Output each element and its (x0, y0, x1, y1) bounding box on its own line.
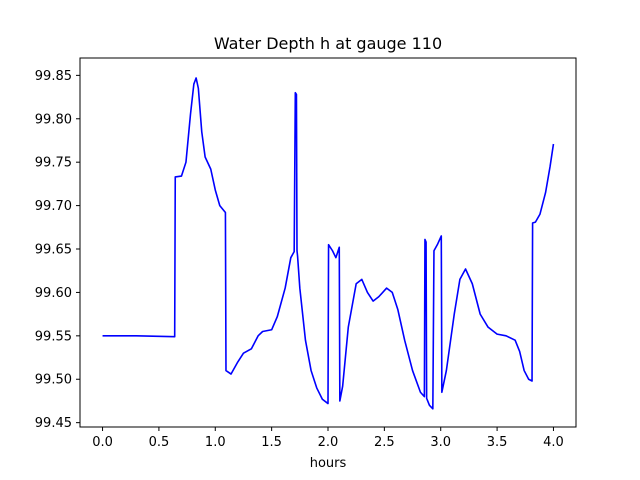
chart-title: Water Depth h at gauge 110 (214, 34, 442, 53)
x-axis-label: hours (310, 456, 347, 471)
x-tick-label: 3.5 (487, 435, 508, 450)
y-tick-label: 99.60 (35, 286, 72, 301)
y-tick-label: 99.45 (35, 416, 72, 431)
x-tick-label: 2.5 (374, 435, 395, 450)
x-tick-label: 2.0 (318, 435, 339, 450)
x-axis: 0.0 0.5 1.0 1.5 2.0 2.5 3.0 3.5 4.0 (92, 427, 564, 450)
y-axis: 99.45 99.50 99.55 99.60 99.65 99.70 99.75 99.80… (35, 69, 80, 431)
x-tick-label: 3.0 (430, 435, 451, 450)
x-tick-label: 1.5 (261, 435, 282, 450)
y-tick-label: 99.75 (35, 156, 72, 171)
x-tick-label: 0.0 (92, 435, 113, 450)
x-tick-label: 0.5 (149, 435, 170, 450)
y-tick-label: 99.50 (35, 373, 72, 388)
y-tick-label: 99.85 (35, 69, 72, 84)
plot-area (102, 77, 555, 410)
y-tick-label: 99.70 (35, 199, 72, 214)
y-tick-label: 99.80 (35, 112, 72, 127)
y-tick-label: 99.65 (35, 243, 72, 258)
y-tick-label: 99.55 (35, 329, 72, 344)
x-tick-label: 4.0 (543, 435, 564, 450)
series-line-1 (102, 77, 555, 410)
x-tick-label: 1.0 (205, 435, 226, 450)
